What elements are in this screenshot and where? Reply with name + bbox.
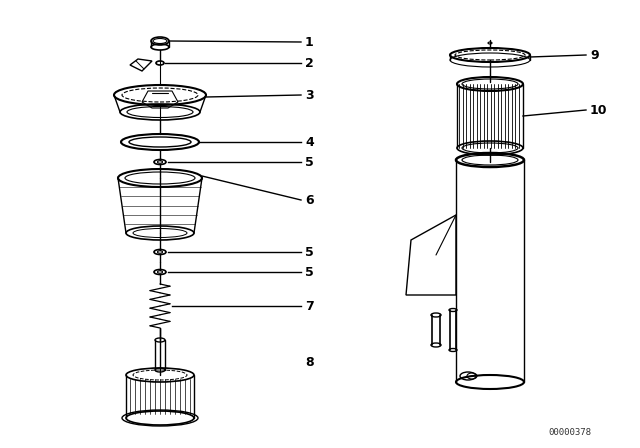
Text: 4: 4 — [305, 135, 314, 148]
Text: 9: 9 — [590, 48, 598, 61]
Text: 8: 8 — [305, 356, 314, 369]
Text: 5: 5 — [305, 246, 314, 258]
Text: 3: 3 — [305, 89, 314, 102]
Text: 1: 1 — [305, 35, 314, 48]
Text: 2: 2 — [305, 56, 314, 69]
Text: 10: 10 — [590, 103, 607, 116]
Text: 5: 5 — [305, 266, 314, 279]
Text: 6: 6 — [305, 194, 314, 207]
Text: 00000378: 00000378 — [548, 427, 591, 436]
Text: 7: 7 — [305, 300, 314, 313]
Text: 5: 5 — [305, 155, 314, 168]
